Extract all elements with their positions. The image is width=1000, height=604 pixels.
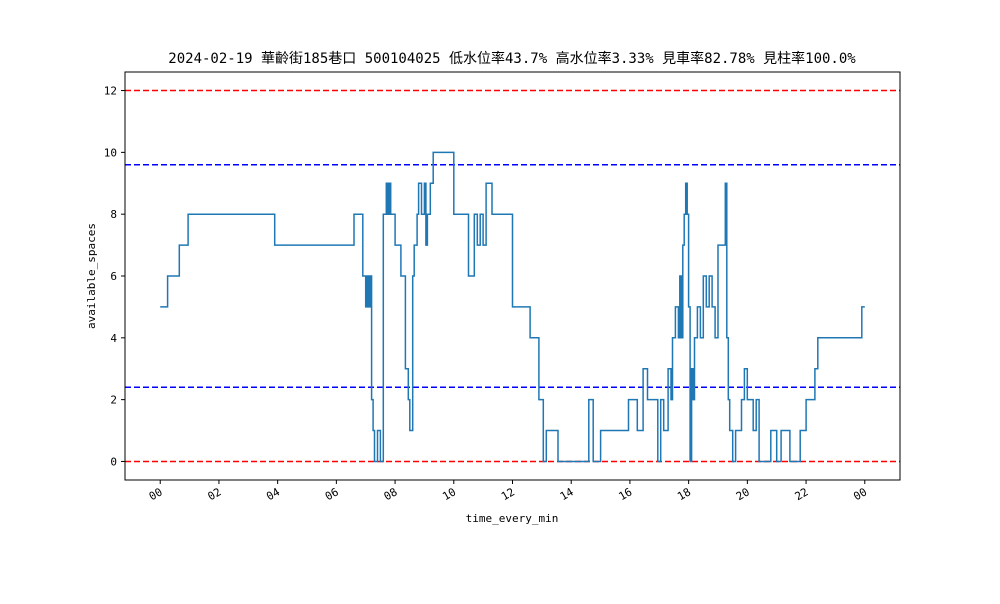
y-tick-label-0: 0 bbox=[110, 455, 117, 468]
x-tick-label-9: 18 bbox=[675, 485, 693, 503]
x-tick-label-5: 10 bbox=[440, 485, 458, 503]
x-tick-label-7: 14 bbox=[558, 485, 576, 503]
y-tick-label-12: 12 bbox=[104, 85, 117, 98]
x-tick-label-4: 08 bbox=[382, 485, 400, 503]
x-tick-label-0: 00 bbox=[147, 485, 165, 503]
chart-title: 2024-02-19 華齡街185巷口 500104025 低水位率43.7% … bbox=[168, 50, 856, 67]
x-tick-label-8: 16 bbox=[616, 485, 634, 503]
x-tick-label-1: 02 bbox=[205, 485, 223, 503]
x-tick-label-12: 00 bbox=[851, 485, 869, 503]
y-tick-label-10: 10 bbox=[104, 146, 117, 159]
y-tick-label-8: 8 bbox=[110, 208, 117, 221]
y-axis-label: available_spaces bbox=[85, 223, 98, 329]
y-tick-label-2: 2 bbox=[110, 394, 117, 407]
x-tick-label-6: 12 bbox=[499, 485, 517, 503]
y-tick-label-4: 4 bbox=[110, 332, 117, 345]
x-tick-label-11: 22 bbox=[793, 485, 811, 503]
x-tick-label-10: 20 bbox=[734, 485, 752, 503]
x-tick-label-3: 06 bbox=[323, 485, 341, 503]
y-tick-label-6: 6 bbox=[110, 270, 117, 283]
series-line-0 bbox=[160, 151, 865, 463]
x-axis-label: time_every_min bbox=[466, 512, 559, 525]
x-tick-label-2: 04 bbox=[264, 485, 282, 503]
